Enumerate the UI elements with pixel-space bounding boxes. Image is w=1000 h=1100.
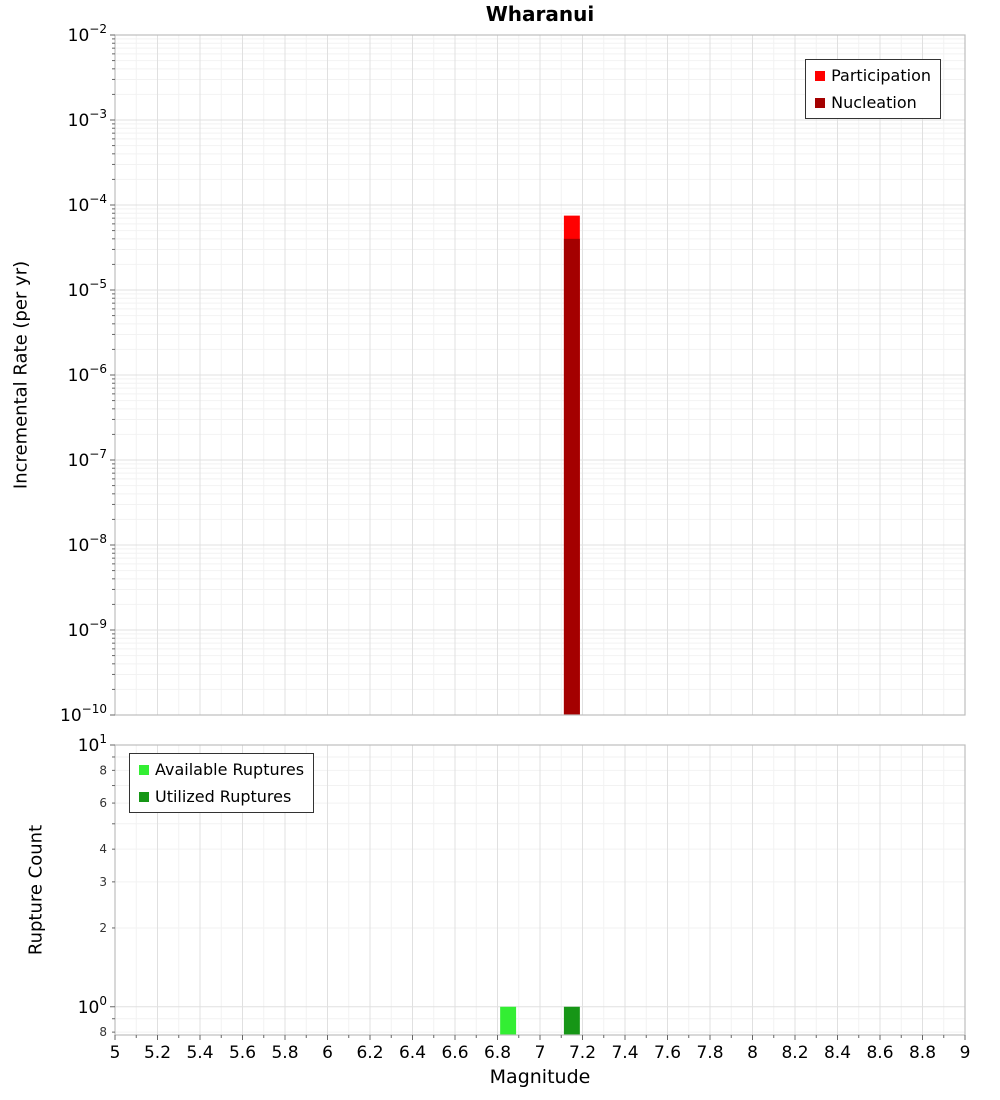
x-tick-label: 5 [110, 1043, 121, 1063]
x-tick-label: 8.4 [824, 1043, 851, 1063]
figure-title: Wharanui [485, 2, 595, 26]
x-axis-label: Magnitude [489, 1066, 591, 1088]
bottom-plot-grid [114, 744, 966, 1035]
y-tick-label: 10−2 [68, 22, 107, 46]
x-tick-label: 6.6 [441, 1043, 468, 1063]
x-tick-label: 6.8 [484, 1043, 511, 1063]
y-tick-label: 10−4 [68, 192, 107, 216]
y-tick-label: 101 [78, 732, 107, 756]
x-tick-label: 7.2 [569, 1043, 596, 1063]
bottom-plot-legend: Available Ruptures Utilized Ruptures [129, 753, 315, 813]
legend-label-participation: Participation [831, 66, 931, 85]
x-tick-label: 6.2 [356, 1043, 383, 1063]
x-tick-label: 5.6 [229, 1043, 256, 1063]
top-plot-y-axis-label: Incremental Rate (per yr) [10, 260, 32, 490]
available-ruptures-swatch-icon [139, 764, 149, 775]
y-tick-label: 100 [78, 994, 107, 1018]
y-tick-label: 10−3 [68, 107, 107, 131]
y-tick-label: 10−6 [68, 362, 107, 386]
y-minor-tick-label: 6 [99, 796, 107, 810]
available-ruptures-series [500, 1006, 517, 1035]
available-ruptures-bar [500, 1006, 517, 1035]
nucleation-swatch-icon [815, 97, 826, 108]
top-plot-legend: Participation Nucleation [805, 59, 941, 119]
x-tick-label: 8 [747, 1043, 758, 1063]
y-tick-label: 10−8 [68, 532, 107, 556]
x-tick-label: 7.6 [654, 1043, 681, 1063]
y-minor-tick-label: 4 [99, 842, 107, 856]
top-plot-grid [114, 34, 966, 716]
top-plot-axis-labels: 10−10 10−9 10−8 10−7 10−6 10−5 10−4 10−3 10−2 [60, 22, 115, 726]
x-tick-label: 6 [322, 1043, 333, 1063]
legend-label-available-ruptures: Available Ruptures [155, 760, 305, 779]
utilized-ruptures-swatch-icon [139, 791, 149, 802]
nucleation-bar [563, 238, 580, 716]
x-tick-label: 8.2 [781, 1043, 808, 1063]
x-tick-label: 7 [535, 1043, 546, 1063]
nucleation-series [563, 238, 580, 716]
y-minor-tick-label: 2 [99, 921, 107, 935]
y-tick-label: 10−10 [60, 702, 107, 726]
legend-label-nucleation: Nucleation [831, 93, 917, 112]
y-tick-label: 10−9 [68, 617, 107, 641]
legend-item-participation: Participation [815, 66, 931, 85]
utilized-ruptures-bar [563, 1006, 580, 1035]
x-tick-label: 5.2 [144, 1043, 171, 1063]
legend-item-available-ruptures: Available Ruptures [139, 760, 304, 779]
x-tick-label: 5.8 [271, 1043, 298, 1063]
x-tick-label: 8.6 [866, 1043, 893, 1063]
y-tick-label: 10−7 [68, 447, 107, 471]
utilized-ruptures-series [563, 1006, 580, 1035]
x-tick-label: 6.4 [399, 1043, 426, 1063]
y-tick-label: 10−5 [68, 277, 107, 301]
x-tick-label: 5.4 [186, 1043, 213, 1063]
y-minor-tick-label: 3 [99, 875, 107, 889]
x-tick-label: 9 [960, 1043, 971, 1063]
legend-label-utilized-ruptures: Utilized Ruptures [155, 787, 292, 806]
legend-item-nucleation: Nucleation [815, 93, 931, 112]
x-tick-label: 7.8 [696, 1043, 723, 1063]
legend-item-utilized-ruptures: Utilized Ruptures [139, 787, 304, 806]
participation-swatch-icon [815, 70, 826, 81]
top-plot: 10−10 10−9 10−8 10−7 10−6 10−5 10−4 10−3 10−2 [60, 22, 966, 726]
x-tick-label: 7.4 [611, 1043, 638, 1063]
x-tick-label: 8.8 [909, 1043, 936, 1063]
bottom-plot-y-axis-label: Rupture Count [25, 824, 47, 956]
y-minor-tick-label: 8 [99, 1025, 107, 1039]
y-minor-tick-label: 8 [99, 763, 107, 777]
